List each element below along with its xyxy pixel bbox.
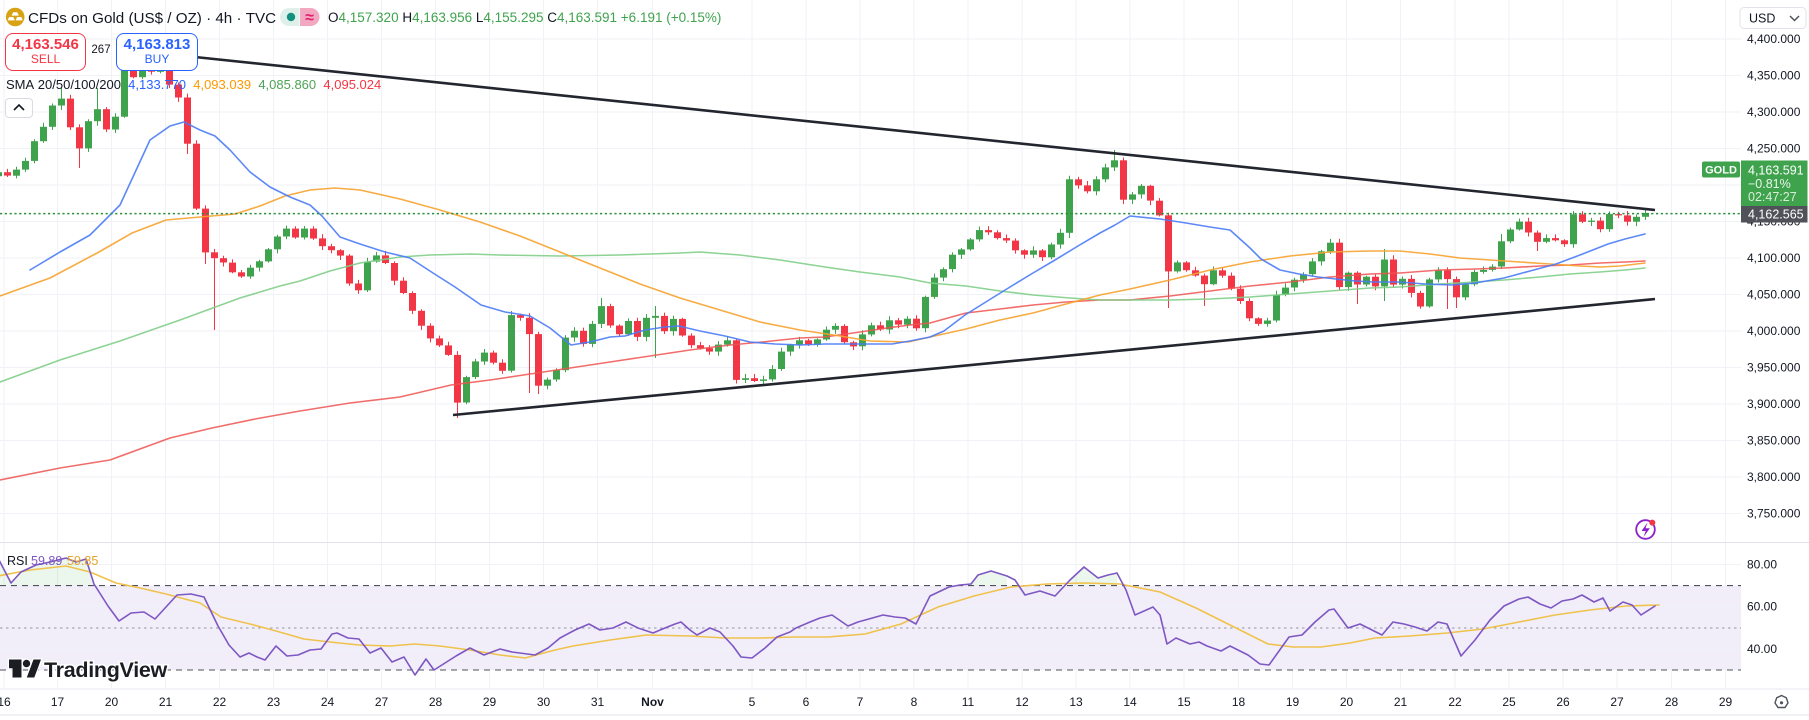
svg-text:4,250.000: 4,250.000 <box>1747 142 1801 156</box>
svg-text:25: 25 <box>1502 695 1516 709</box>
svg-text:22: 22 <box>213 695 227 709</box>
svg-text:≈: ≈ <box>305 10 314 27</box>
svg-text:3,800.000: 3,800.000 <box>1747 470 1801 484</box>
svg-text:22: 22 <box>1448 695 1462 709</box>
svg-text:Nov: Nov <box>641 695 664 709</box>
svg-text:3,900.000: 3,900.000 <box>1747 397 1801 411</box>
svg-text:15: 15 <box>1177 695 1191 709</box>
svg-text:4,162.565: 4,162.565 <box>1748 208 1804 222</box>
svg-text:7: 7 <box>857 695 864 709</box>
svg-text:24: 24 <box>321 695 335 709</box>
svg-text:12: 12 <box>1015 695 1029 709</box>
svg-text:6: 6 <box>803 695 810 709</box>
svg-text:30: 30 <box>537 695 551 709</box>
svg-text:29: 29 <box>1719 695 1733 709</box>
svg-text:4,300.000: 4,300.000 <box>1747 105 1801 119</box>
svg-text:TradingView: TradingView <box>44 658 168 682</box>
svg-text:4,100.000: 4,100.000 <box>1747 251 1801 265</box>
svg-text:13: 13 <box>1069 695 1083 709</box>
svg-text:21: 21 <box>159 695 173 709</box>
svg-text:23: 23 <box>267 695 281 709</box>
svg-text:02:47:27: 02:47:27 <box>1748 190 1797 204</box>
svg-text:RSI: RSI <box>7 554 28 568</box>
svg-text:4,050.000: 4,050.000 <box>1747 288 1801 302</box>
svg-text:3,850.000: 3,850.000 <box>1747 434 1801 448</box>
svg-text:8: 8 <box>911 695 918 709</box>
svg-text:80.00: 80.00 <box>1747 558 1777 572</box>
svg-text:28: 28 <box>429 695 443 709</box>
svg-text:18: 18 <box>1232 695 1246 709</box>
svg-text:31: 31 <box>591 695 605 709</box>
svg-text:27: 27 <box>375 695 389 709</box>
svg-text:59.89: 59.89 <box>31 554 62 568</box>
svg-text:21: 21 <box>1394 695 1408 709</box>
svg-text:−0.81%: −0.81% <box>1748 177 1791 191</box>
svg-text:5: 5 <box>749 695 756 709</box>
svg-text:4,350.000: 4,350.000 <box>1747 69 1801 83</box>
svg-text:59.85: 59.85 <box>67 554 98 568</box>
svg-text:4,000.000: 4,000.000 <box>1747 324 1801 338</box>
svg-text:29: 29 <box>483 695 497 709</box>
svg-text:26: 26 <box>1556 695 1570 709</box>
svg-text:17: 17 <box>51 695 65 709</box>
svg-text:28: 28 <box>1665 695 1679 709</box>
svg-text:11: 11 <box>962 695 975 709</box>
svg-text:16: 16 <box>0 695 11 709</box>
svg-text:19: 19 <box>1286 695 1300 709</box>
svg-text:27: 27 <box>1610 695 1624 709</box>
svg-text:40.00: 40.00 <box>1747 642 1777 656</box>
svg-text:3,750.000: 3,750.000 <box>1747 507 1801 521</box>
svg-text:4,400.000: 4,400.000 <box>1747 32 1801 46</box>
svg-text:3,950.000: 3,950.000 <box>1747 361 1801 375</box>
svg-text:20: 20 <box>1340 695 1354 709</box>
svg-text:USD: USD <box>1749 12 1775 26</box>
svg-text:20: 20 <box>105 695 119 709</box>
svg-text:4,163.591: 4,163.591 <box>1748 164 1804 178</box>
svg-text:GOLD: GOLD <box>1705 165 1737 177</box>
svg-text:14: 14 <box>1123 695 1137 709</box>
svg-text:60.00: 60.00 <box>1747 600 1777 614</box>
